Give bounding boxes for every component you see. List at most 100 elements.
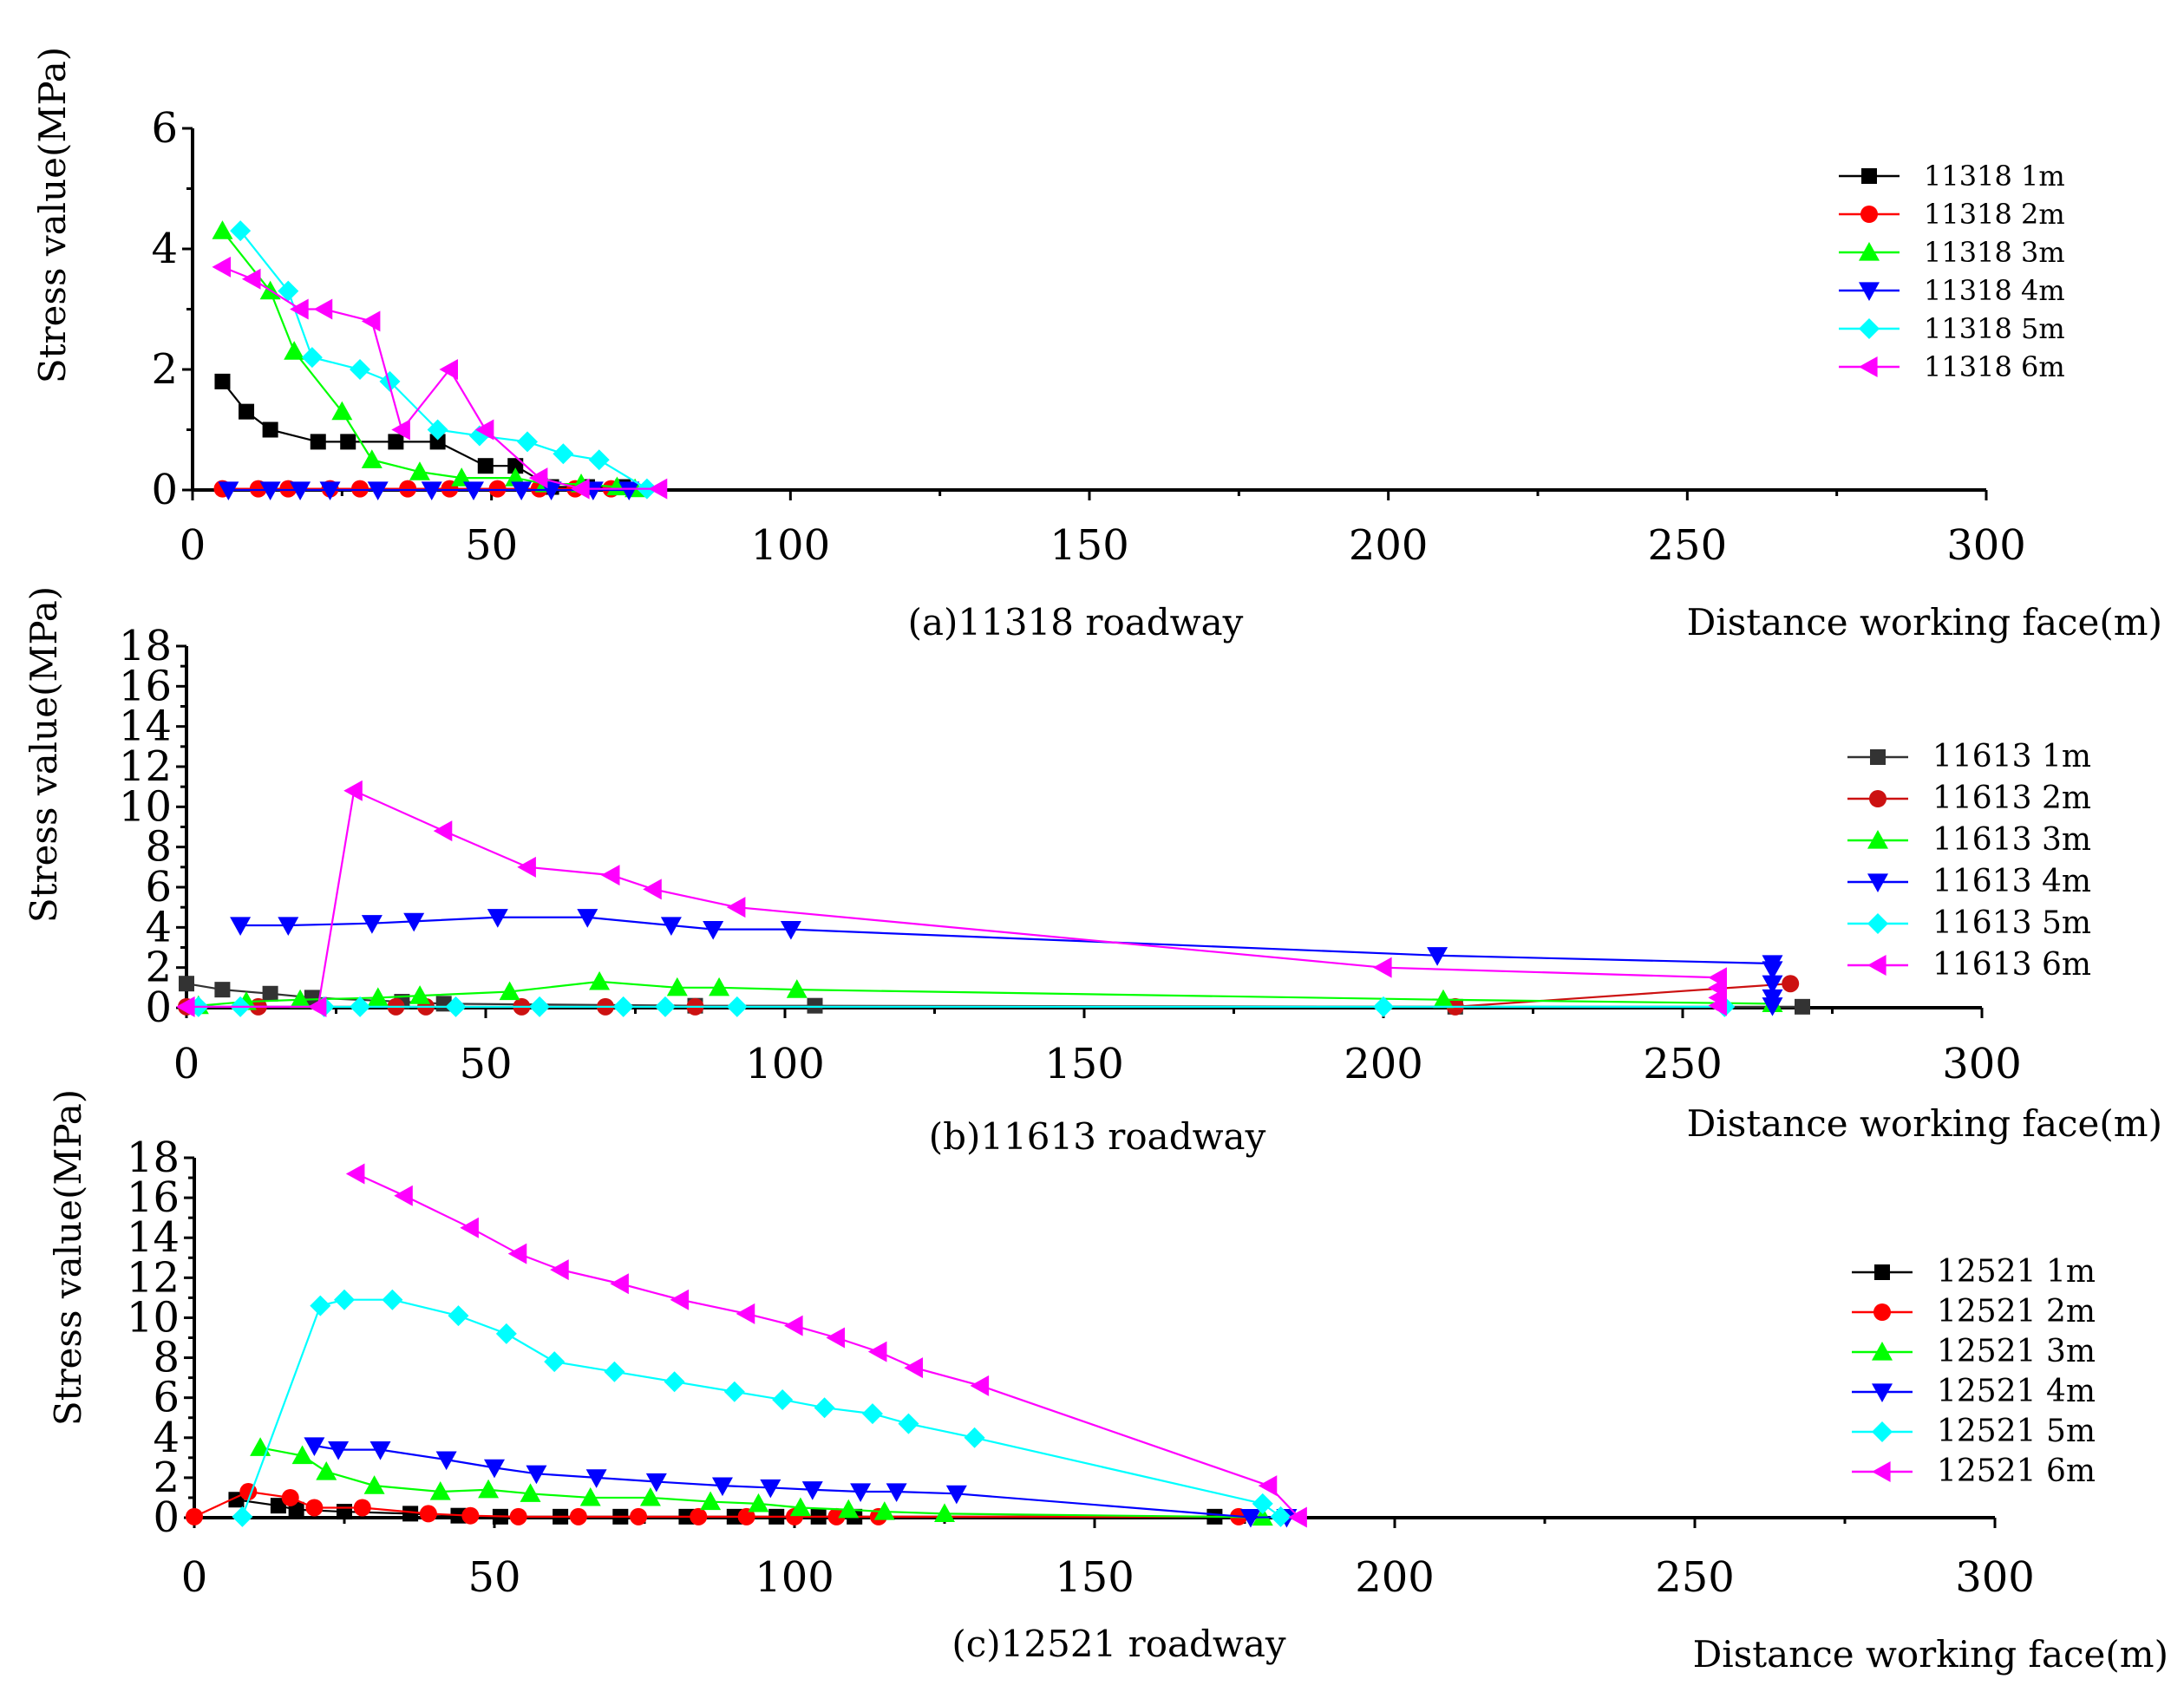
data-point [403,912,425,932]
x-tick-label: 0 [173,1040,200,1088]
legend-item: 12521 2m [1852,1294,2096,1329]
data-point [186,1507,203,1525]
data-point [461,1506,480,1525]
panel-caption: (b)11613 roadway [929,1115,1266,1158]
series-11318-5m [230,220,657,500]
data-point [630,1507,648,1525]
data-point [807,997,823,1014]
legend-marker [1872,1342,1893,1361]
series-11318-6m [212,256,668,500]
data-point [507,458,524,474]
x-tick-label: 300 [1942,1040,2022,1088]
data-point [310,434,326,450]
data-point [579,1486,601,1506]
legend-label: 12521 6m [1937,1454,2096,1489]
legend-label: 12521 2m [1937,1294,2096,1329]
data-point [307,996,327,1017]
data-point [610,1273,629,1295]
data-point [1782,975,1800,993]
data-point [421,481,442,500]
x-tick-label: 200 [1344,1040,1423,1088]
data-point [1433,989,1454,1009]
y-tick-label: 8 [153,1334,180,1382]
data-point [313,298,333,320]
data-point [553,443,574,465]
data-point [784,1315,803,1336]
y-tick-label: 16 [127,1173,180,1222]
x-tick-label: 50 [468,1553,520,1602]
legend-item: 11318 2m [1839,198,2065,231]
legend-item: 11318 1m [1839,160,2065,193]
data-point [1288,1506,1307,1528]
data-point [394,1185,413,1206]
x-tick-label: 0 [180,521,206,570]
data-point [218,481,239,500]
data-point [337,1504,352,1520]
data-point [367,987,389,1007]
legend-label: 11613 2m [1932,781,2091,816]
x-axis-label: Distance working face(m) [1693,1633,2168,1676]
data-point [361,915,383,934]
data-point [867,1341,887,1362]
data-point [550,1259,569,1281]
data-point [439,359,459,380]
legend-label: 11318 6m [1924,350,2065,383]
legend-label: 12521 5m [1937,1414,2096,1449]
data-point [544,1351,566,1373]
data-point [484,1459,505,1479]
data-point [259,481,281,500]
data-point [569,1507,587,1525]
data-point [970,1375,990,1396]
legend-label: 11613 1m [1932,739,2091,774]
x-tick-label: 150 [1049,521,1129,570]
data-point [270,1498,286,1514]
data-point [474,419,494,441]
data-point [801,1481,823,1500]
data-point [214,982,231,998]
x-tick-label: 200 [1349,521,1429,570]
data-point [1373,996,1394,1017]
data-point [310,1295,331,1316]
legend-marker [1860,206,1878,223]
x-tick-label: 100 [751,521,831,570]
data-point [462,481,484,500]
data-point [666,977,688,996]
data-point [1252,1506,1273,1526]
y-tick-label: 6 [153,1374,180,1422]
legend-marker [1859,282,1880,301]
y-tick-label: 10 [119,782,172,831]
data-point [232,1506,253,1527]
legend-marker [1859,242,1880,261]
series-line [198,980,1773,1007]
legend-item: 11613 1m [1847,739,2091,774]
series-12521-3m [250,1437,1273,1526]
data-point [703,921,724,940]
data-point [1795,998,1810,1015]
legend-label: 11613 5m [1932,905,2091,941]
legend-item: 12521 5m [1852,1414,2096,1449]
data-point [305,1499,324,1517]
legend-item: 11318 5m [1839,312,2065,345]
data-point [1427,947,1448,966]
data-point [748,1493,769,1512]
legend-label: 11613 6m [1932,947,2091,983]
series-11318-4m [218,481,640,500]
series-line [314,1444,1287,1519]
data-point [350,996,371,1017]
x-tick-label: 100 [755,1553,834,1602]
data-point [429,1481,451,1500]
data-point [1252,1493,1273,1514]
legend-label: 11318 4m [1924,274,2065,307]
data-point [618,481,640,500]
data-point [388,434,404,450]
data-point [709,977,730,996]
data-point [460,1217,479,1238]
data-point [353,1499,371,1517]
y-tick-label: 14 [127,1213,180,1262]
data-point [526,1465,547,1485]
data-point [477,458,494,474]
data-point [789,1497,811,1517]
data-point [723,1381,745,1402]
